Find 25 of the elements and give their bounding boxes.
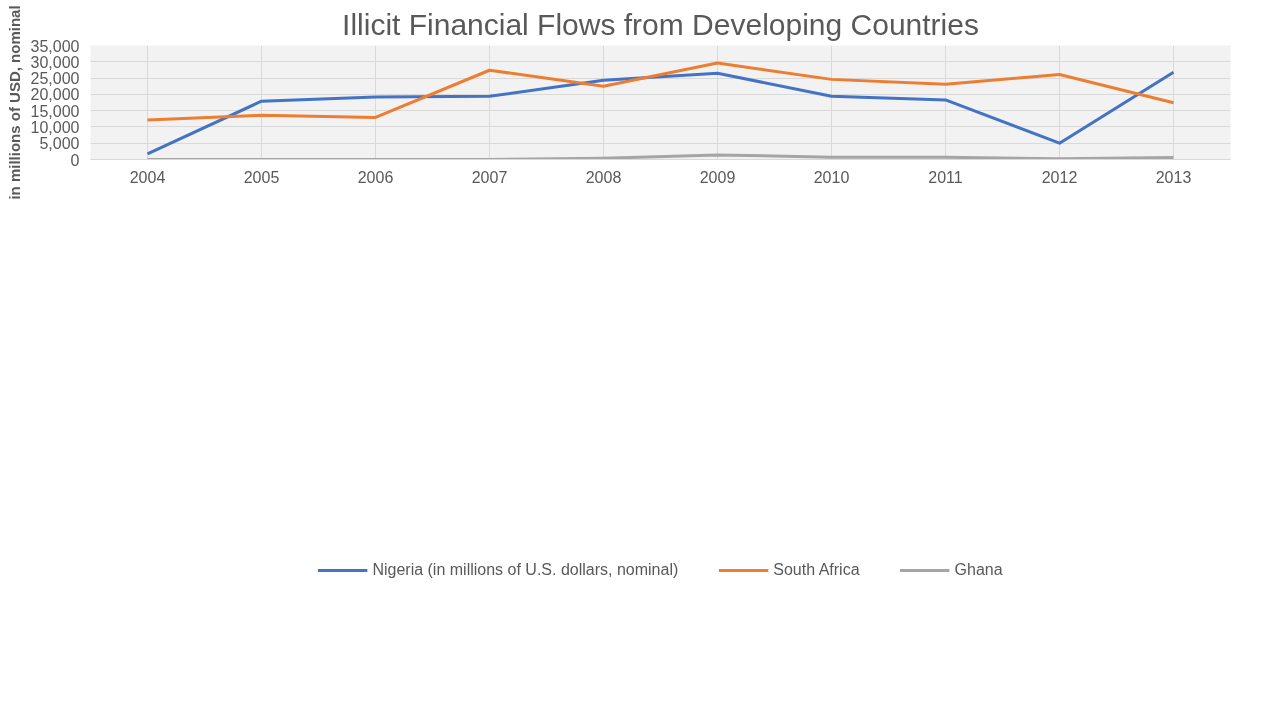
y-tick-label: 35,000 — [30, 37, 80, 55]
x-tick-label: 2008 — [585, 168, 622, 186]
y-tick-label: 0 — [70, 151, 80, 169]
y-tick-label: 30,000 — [30, 53, 80, 71]
x-tick-label: 2006 — [357, 168, 394, 186]
x-tick-label: 2011 — [928, 168, 963, 186]
y-tick-label: 15,000 — [30, 102, 80, 120]
x-tick-label: 2004 — [129, 168, 166, 186]
x-tick-label: 2009 — [699, 168, 736, 186]
chart-title: Illicit Financial Flows from Developing Countries — [342, 7, 979, 41]
x-tick-label: 2005 — [243, 168, 280, 186]
y-tick-label: 20,000 — [30, 86, 80, 104]
legend-label: Nigeria (in millions of U.S. dollars, nominal) — [372, 561, 679, 579]
legend-label: South Africa — [773, 561, 860, 579]
legend-label: Ghana — [954, 561, 1003, 579]
x-tick-label: 2010 — [813, 168, 850, 186]
line-series — [146, 61, 1175, 122]
y-tick-label: 25,000 — [30, 70, 80, 88]
line-series — [146, 70, 1175, 156]
y-tick-label: 10,000 — [30, 118, 80, 136]
x-tick-label: 2013 — [1155, 168, 1192, 186]
x-tick-label: 2007 — [471, 168, 508, 186]
x-tick-label: 2012 — [1041, 168, 1078, 186]
y-tick-label: 5,000 — [39, 135, 80, 153]
y-axis-title: in millions of USD, nominal — [5, 5, 23, 200]
